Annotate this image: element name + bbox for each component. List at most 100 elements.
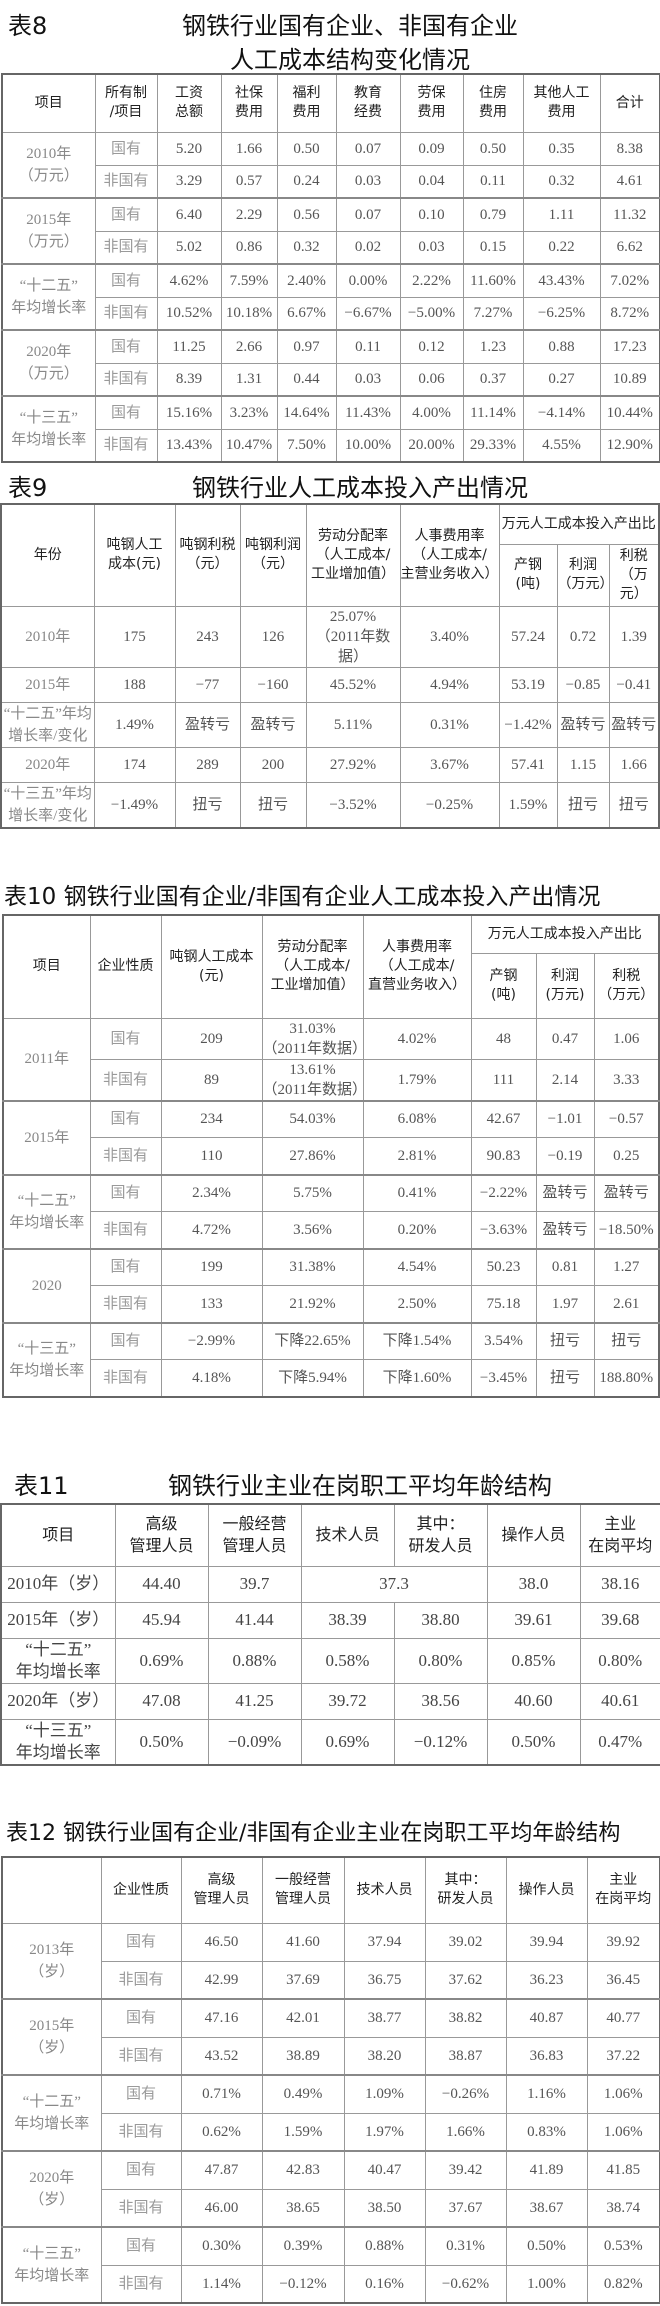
data-cell: 1.11 (522, 197, 601, 232)
data-cell: 0.16% (343, 2264, 426, 2304)
data-cell: 4.72% (160, 1211, 263, 1249)
data-cell: 10.44% (599, 395, 660, 430)
table-row: 2013年 （岁） 国有 46.50 41.60 37.94 39.02 39.94 39.9… (1, 1922, 660, 2000)
header-cell: 人事费用率 （人工成本/ 直营业务收入） (362, 914, 472, 1019)
data-cell: −5.00% (399, 296, 464, 331)
table-row: 非国有 5.02 0.86 0.32 0.02 0.03 0.15 0.22 6.62 (2, 230, 660, 265)
data-cell: 0.32 (522, 164, 601, 199)
data-cell: 38.87 (424, 2036, 507, 2076)
row-label: 2015年（岁） (0, 1601, 116, 1639)
data-cell: 36.83 (505, 2036, 588, 2076)
data-cell: 43.43% (522, 263, 601, 298)
data-cell: −3.63% (470, 1211, 537, 1249)
row-group-label: “十二五” 年均增长率 (1, 2074, 102, 2152)
table-row: 非国有 133 21.92% 2.50% 75.18 1.97 2.61 (3, 1285, 660, 1323)
header-cell: 高级 管理人员 (114, 1503, 209, 1567)
header-cell: 高级 管理人员 (180, 1856, 263, 1924)
data-cell: 0.37 (462, 362, 524, 397)
data-cell: 12.90% (599, 428, 660, 463)
data-cell: 1.14% (180, 2264, 263, 2304)
row-group-label: 2020年 （万元） (1, 329, 96, 397)
data-cell: 46.00 (180, 2188, 263, 2228)
data-cell: 扭亏 (593, 1321, 660, 1360)
table-12-title: 表12 钢铁行业国有企业/非国有企业主业在岗职工平均年龄结构 (6, 1821, 621, 1846)
data-cell: 1.31 (220, 362, 278, 397)
data-cell: 盈转亏 (556, 701, 610, 748)
data-cell: 4.62% (156, 263, 222, 298)
data-cell: −2.22% (470, 1173, 537, 1212)
data-cell: 1.06% (586, 2074, 660, 2114)
table-row: 2020年 （岁） 国有 47.87 42.83 40.47 39.42 41.89 41.8… (1, 2150, 660, 2228)
data-cell: 0.02 (335, 230, 401, 265)
ownership-type-cell: 非国有 (89, 1211, 162, 1249)
row-label: 2010年（岁） (0, 1565, 116, 1603)
data-cell: 下降1.54% (362, 1321, 472, 1360)
data-cell: 0.11 (462, 164, 524, 199)
data-cell: 38.0 (486, 1565, 581, 1603)
ownership-type-cell: 非国有 (89, 1137, 162, 1175)
header-group-cell: 万元人工成本投入产出比 (470, 914, 660, 954)
data-cell: 50.23 (470, 1247, 537, 1286)
data-cell: 0.53% (586, 2226, 660, 2266)
table-row: 2011年 国有 209 31.03% （2011年数据） 4.02% 48 0.47 1.0… (2, 1017, 660, 1101)
header-cell: 项目 (0, 1503, 116, 1567)
header-cell: 主业 在岗平均 (579, 1503, 660, 1567)
data-cell: 39.7 (207, 1565, 302, 1603)
table-row: 2020年 174 289 200 27.92% 3.67% 57.41 1.15 1.66 (0, 746, 660, 783)
data-cell: 40.60 (486, 1682, 581, 1720)
header-cell: 劳保 费用 (399, 73, 464, 133)
table-row: 非国有 4.72% 3.56% 0.20% −3.63% 盈转亏 −18.50% (3, 1211, 660, 1249)
ownership-type-cell: 非国有 (100, 2188, 182, 2228)
table-row: 2010年 （万元） 国有 5.20 1.66 0.50 0.07 0.09 0.50 0.35… (1, 131, 660, 199)
subheader-cell: 利润 （万元） (556, 543, 610, 607)
data-cell: 42.01 (261, 1998, 345, 2038)
ownership-type-cell: 非国有 (100, 1960, 182, 2000)
data-cell: 盈转亏 (535, 1173, 595, 1212)
data-cell: 0.50 (462, 131, 524, 166)
table-8-title-line2: 人工成本结构变化情况 (230, 46, 470, 74)
data-cell: 0.56 (276, 197, 337, 232)
header-cell: 住房 费用 (462, 73, 524, 133)
ownership-type-cell: 国有 (89, 1247, 162, 1286)
header-cell: 吨钢利税 （元） (174, 503, 241, 607)
data-cell: 0.31% (399, 701, 500, 748)
data-cell: 11.14% (462, 395, 524, 430)
data-cell: 2.29 (220, 197, 278, 232)
table-row: 非国有 42.99 37.69 36.75 37.62 36.23 36.45 (2, 1960, 660, 2000)
data-cell: 扭亏 (535, 1321, 595, 1360)
ownership-type-cell: 国有 (94, 131, 158, 166)
data-cell: 1.23 (462, 329, 524, 364)
data-cell: 3.67% (399, 746, 500, 783)
data-cell: 20.00% (399, 428, 464, 463)
data-cell: 扭亏 (174, 781, 241, 828)
data-cell: 1.66 (220, 131, 278, 166)
row-group-label: 2015年 （万元） (1, 197, 96, 265)
data-cell: 0.88 (522, 329, 601, 364)
data-cell: 6.08% (362, 1099, 472, 1138)
data-cell: 38.67 (505, 2188, 588, 2228)
table-row: 2020年 （万元） 国有 11.25 2.66 0.97 0.11 0.12 1.23 0.8… (1, 329, 660, 397)
data-cell: 110 (160, 1137, 263, 1175)
header-cell (1, 1856, 102, 1924)
data-cell: −1.49% (93, 781, 176, 828)
ownership-type-cell: 非国有 (89, 1058, 162, 1101)
ownership-type-cell: 国有 (94, 197, 158, 232)
row-label: “十二五”年均 增长率/变化 (0, 701, 95, 748)
data-cell: 234 (160, 1099, 263, 1138)
data-cell: 126 (239, 605, 307, 668)
row-label: 2020年（岁） (0, 1682, 116, 1720)
data-cell: 0.69% (114, 1637, 209, 1684)
data-cell: 扭亏 (556, 781, 610, 828)
row-group-label: 2010年 （万元） (1, 131, 96, 199)
data-cell: 47.08 (114, 1682, 209, 1720)
table-row: “十三五” 年均增长率 0.50% −0.09% 0.69% −0.12% 0.50% 0.… (0, 1718, 660, 1765)
data-cell: −0.26% (424, 2074, 507, 2114)
table-row: “十三五” 年均增长率 国有 15.16% 3.23% 14.64% 11.43% 4.00… (1, 395, 660, 463)
table-row: 非国有 13.43% 10.47% 7.50% 10.00% 20.00% 29.33% 4.… (2, 428, 660, 463)
data-cell: 188.80% (593, 1359, 660, 1397)
data-cell: 45.52% (305, 666, 401, 703)
table-row: 非国有 0.62% 1.59% 1.97% 1.66% 0.83% 1.06% (2, 2112, 660, 2152)
data-cell: 47.16 (180, 1998, 263, 2038)
header-cell: 其他人工 费用 (522, 73, 601, 133)
data-cell: 10.00% (335, 428, 401, 463)
